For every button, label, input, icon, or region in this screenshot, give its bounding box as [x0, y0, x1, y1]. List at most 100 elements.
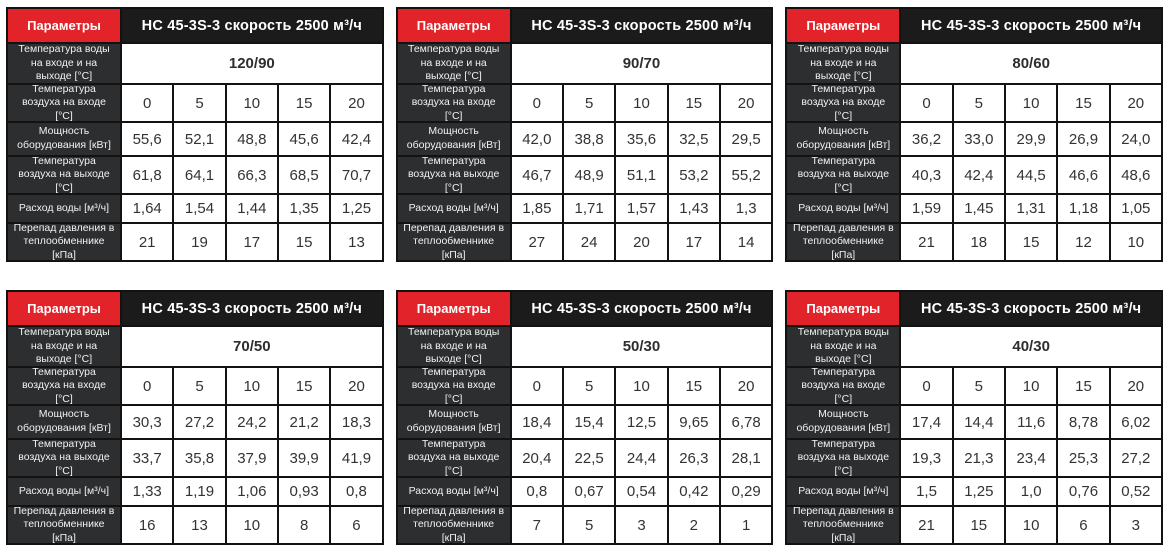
- air-out-value: 48,9: [563, 157, 615, 193]
- row-label-water-flow: Расход воды [м³/ч]: [397, 478, 510, 505]
- pressure-value: 3: [616, 507, 667, 543]
- row-label-power: Мощность оборудования [кВт]: [8, 123, 120, 155]
- row-label-pressure: Перепад давления в теплообменнике [кПа]: [397, 507, 510, 543]
- pressure-value: 5: [563, 507, 615, 543]
- air-in-value: 5: [174, 368, 225, 404]
- air-out-value: 21,3: [953, 440, 1004, 476]
- table-title: НС 45-3S-3 скорость 2500 м³/ч: [901, 292, 1161, 325]
- water-temp-value: 50/30: [511, 327, 772, 366]
- water-flow-value: 0,54: [616, 478, 667, 505]
- pressure-value: 3: [1110, 507, 1161, 543]
- row-label-air-in: Температура воздуха на входе [°C]: [787, 368, 900, 404]
- power-value: 48,8: [226, 123, 277, 155]
- pressure-value: 17: [668, 224, 719, 260]
- water-flow-value: 1,31: [1005, 195, 1057, 222]
- row-label-pressure: Перепад давления в теплообменнике [кПа]: [8, 224, 120, 260]
- row-label-pressure: Перепад давления в теплообменнике [кПа]: [397, 224, 510, 260]
- power-value: 24,0: [1110, 123, 1161, 155]
- water-flow-value: 1,64: [122, 195, 173, 222]
- water-temp-value: 80/60: [901, 44, 1161, 83]
- water-flow-value: 0,29: [720, 478, 772, 505]
- air-out-value: 46,7: [511, 157, 562, 193]
- air-in-value: 20: [1110, 368, 1161, 404]
- row-label-water-flow: Расход воды [м³/ч]: [8, 195, 120, 222]
- pressure-value: 21: [901, 507, 952, 543]
- power-value: 8,78: [1058, 406, 1109, 438]
- air-in-value: 10: [226, 368, 277, 404]
- row-label-power: Мощность оборудования [кВт]: [397, 123, 510, 155]
- power-value: 14,4: [953, 406, 1004, 438]
- power-value: 17,4: [901, 406, 952, 438]
- row-label-power: Мощность оборудования [кВт]: [397, 406, 510, 438]
- row-label-pressure: Перепад давления в теплообменнике [кПа]: [787, 507, 900, 543]
- water-flow-value: 1,35: [278, 195, 330, 222]
- row-label-air-in: Температура воздуха на входе [°C]: [8, 85, 120, 121]
- water-flow-value: 1,18: [1058, 195, 1109, 222]
- pressure-value: 20: [616, 224, 667, 260]
- air-out-value: 61,8: [122, 157, 173, 193]
- table-title: НС 45-3S-3 скорость 2500 м³/ч: [511, 292, 772, 325]
- table-title: НС 45-3S-3 скорость 2500 м³/ч: [122, 9, 382, 42]
- air-out-value: 64,1: [174, 157, 225, 193]
- air-in-value: 10: [616, 85, 667, 121]
- row-label-air-out: Температура воздуха на выходе [°C]: [787, 440, 900, 476]
- pressure-value: 19: [174, 224, 225, 260]
- water-flow-value: 1,45: [953, 195, 1004, 222]
- row-label-air-in: Температура воздуха на входе [°C]: [397, 368, 510, 404]
- table-title: НС 45-3S-3 скорость 2500 м³/ч: [901, 9, 1161, 42]
- air-out-value: 25,3: [1058, 440, 1109, 476]
- water-flow-value: 0,93: [278, 478, 330, 505]
- row-label-air-in: Температура воздуха на входе [°C]: [787, 85, 900, 121]
- row-label-water-temp: Температура воды на входе и на выходе [°…: [787, 44, 900, 83]
- water-temp-value: 70/50: [122, 327, 382, 366]
- pressure-value: 27: [511, 224, 562, 260]
- air-in-value: 0: [511, 368, 562, 404]
- row-label-water-flow: Расход воды [м³/ч]: [8, 478, 120, 505]
- spec-table: Параметры НС 45-3S-3 скорость 2500 м³/ч …: [395, 290, 774, 545]
- power-value: 52,1: [174, 123, 225, 155]
- power-value: 35,6: [616, 123, 667, 155]
- power-value: 27,2: [174, 406, 225, 438]
- power-value: 42,4: [331, 123, 382, 155]
- water-flow-value: 0,76: [1058, 478, 1109, 505]
- pressure-value: 13: [174, 507, 225, 543]
- parameters-header: Параметры: [8, 9, 120, 42]
- spec-table: Параметры НС 45-3S-3 скорость 2500 м³/ч …: [395, 7, 774, 262]
- air-out-value: 37,9: [226, 440, 277, 476]
- pressure-value: 6: [331, 507, 382, 543]
- water-flow-value: 1,25: [331, 195, 382, 222]
- air-out-value: 20,4: [511, 440, 562, 476]
- air-out-value: 39,9: [278, 440, 330, 476]
- pressure-value: 16: [122, 507, 173, 543]
- air-in-value: 0: [511, 85, 562, 121]
- row-label-water-flow: Расход воды [м³/ч]: [787, 478, 900, 505]
- air-in-value: 15: [668, 85, 719, 121]
- air-in-value: 15: [278, 85, 330, 121]
- water-flow-value: 1,3: [720, 195, 772, 222]
- row-label-water-flow: Расход воды [м³/ч]: [787, 195, 900, 222]
- row-label-air-in: Температура воздуха на входе [°C]: [8, 368, 120, 404]
- air-in-value: 20: [720, 368, 772, 404]
- pressure-value: 2: [668, 507, 719, 543]
- spec-table: Параметры НС 45-3S-3 скорость 2500 м³/ч …: [785, 7, 1163, 262]
- air-in-value: 10: [226, 85, 277, 121]
- row-label-air-in: Температура воздуха на входе [°C]: [397, 85, 510, 121]
- power-value: 55,6: [122, 123, 173, 155]
- air-in-value: 5: [563, 368, 615, 404]
- air-in-value: 0: [122, 85, 173, 121]
- parameters-header: Параметры: [8, 292, 120, 325]
- air-in-value: 10: [1005, 85, 1057, 121]
- power-value: 33,0: [953, 123, 1004, 155]
- water-flow-value: 1,71: [563, 195, 615, 222]
- water-flow-value: 1,44: [226, 195, 277, 222]
- water-flow-value: 0,8: [331, 478, 382, 505]
- air-out-value: 66,3: [226, 157, 277, 193]
- air-out-value: 42,4: [953, 157, 1004, 193]
- power-value: 30,3: [122, 406, 173, 438]
- air-in-value: 15: [1058, 85, 1109, 121]
- power-value: 9,65: [668, 406, 719, 438]
- pressure-value: 21: [122, 224, 173, 260]
- row-label-air-out: Температура воздуха на выходе [°C]: [397, 157, 510, 193]
- water-flow-value: 1,19: [174, 478, 225, 505]
- table-title: НС 45-3S-3 скорость 2500 м³/ч: [511, 9, 772, 42]
